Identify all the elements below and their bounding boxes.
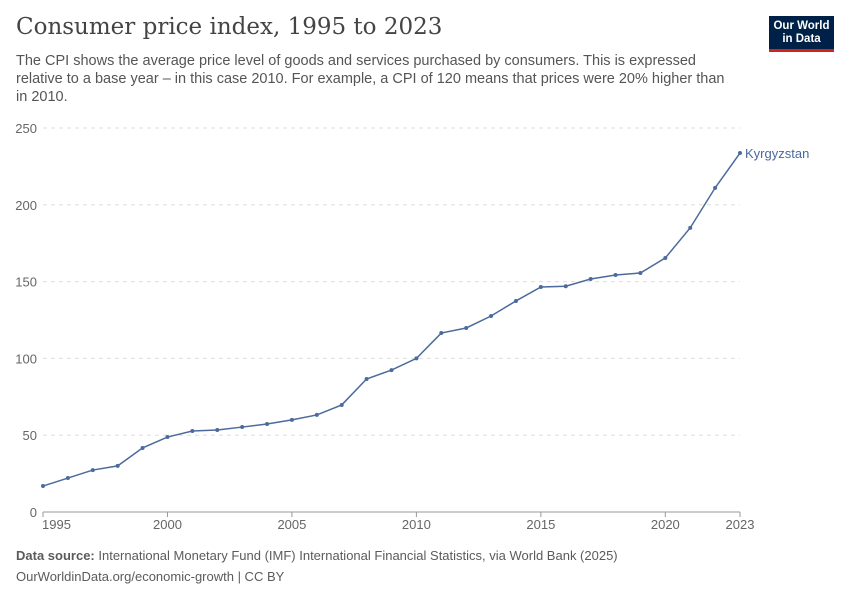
y-tick-label: 100: [15, 351, 37, 366]
data-point: [713, 185, 718, 190]
source-text[interactable]: International Monetary Fund (IMF) Intern…: [94, 548, 618, 563]
data-point: [190, 429, 195, 434]
data-point: [663, 255, 668, 260]
data-point: [563, 284, 568, 289]
y-tick-label: 200: [15, 198, 37, 213]
data-point: [65, 476, 70, 481]
data-point: [389, 368, 394, 373]
data-point: [215, 427, 220, 432]
data-point: [613, 272, 618, 277]
data-point: [364, 376, 369, 381]
series-label: Kyrgyzstan: [745, 146, 809, 161]
data-point: [165, 435, 170, 440]
data-point: [265, 421, 270, 426]
x-tick-label: 2005: [277, 517, 306, 532]
chart-title: Consumer price index, 1995 to 2023: [16, 14, 443, 40]
data-point: [439, 331, 444, 336]
data-point: [140, 445, 145, 450]
data-point: [588, 276, 593, 281]
data-point: [115, 463, 120, 468]
data-point: [489, 314, 494, 319]
data-point: [41, 484, 45, 489]
x-tick-label: 2015: [526, 517, 555, 532]
data-point: [289, 417, 294, 422]
data-point: [513, 298, 518, 303]
y-tick-label: 0: [30, 505, 37, 520]
data-source: Data source: International Monetary Fund…: [16, 548, 618, 563]
data-point: [688, 225, 693, 230]
x-tick-label: 2020: [651, 517, 680, 532]
data-point: [339, 402, 344, 407]
footer-url[interactable]: OurWorldinData.org/economic-growth | CC …: [16, 569, 285, 584]
y-tick-label: 50: [23, 428, 37, 443]
x-tick-label: 2023: [726, 517, 755, 532]
chart-subtitle: The CPI shows the average price level of…: [16, 53, 725, 105]
data-point: [638, 270, 643, 275]
data-point: [538, 284, 543, 289]
x-tick-label: 2010: [402, 517, 431, 532]
data-point: [314, 412, 319, 417]
y-tick-label: 150: [15, 275, 37, 290]
x-tick-label: 2000: [153, 517, 182, 532]
logo-text: Our World in Data: [773, 20, 830, 45]
data-point: [240, 425, 245, 430]
data-point: [464, 325, 469, 330]
owid-logo[interactable]: Our World in Data: [769, 16, 834, 52]
data-point: [738, 151, 742, 156]
y-tick-label: 250: [15, 121, 37, 136]
x-tick-label: 1995: [42, 517, 71, 532]
series-line: [42, 152, 741, 487]
data-point: [90, 468, 95, 473]
source-label: Data source:: [16, 548, 95, 563]
data-point: [414, 356, 419, 361]
